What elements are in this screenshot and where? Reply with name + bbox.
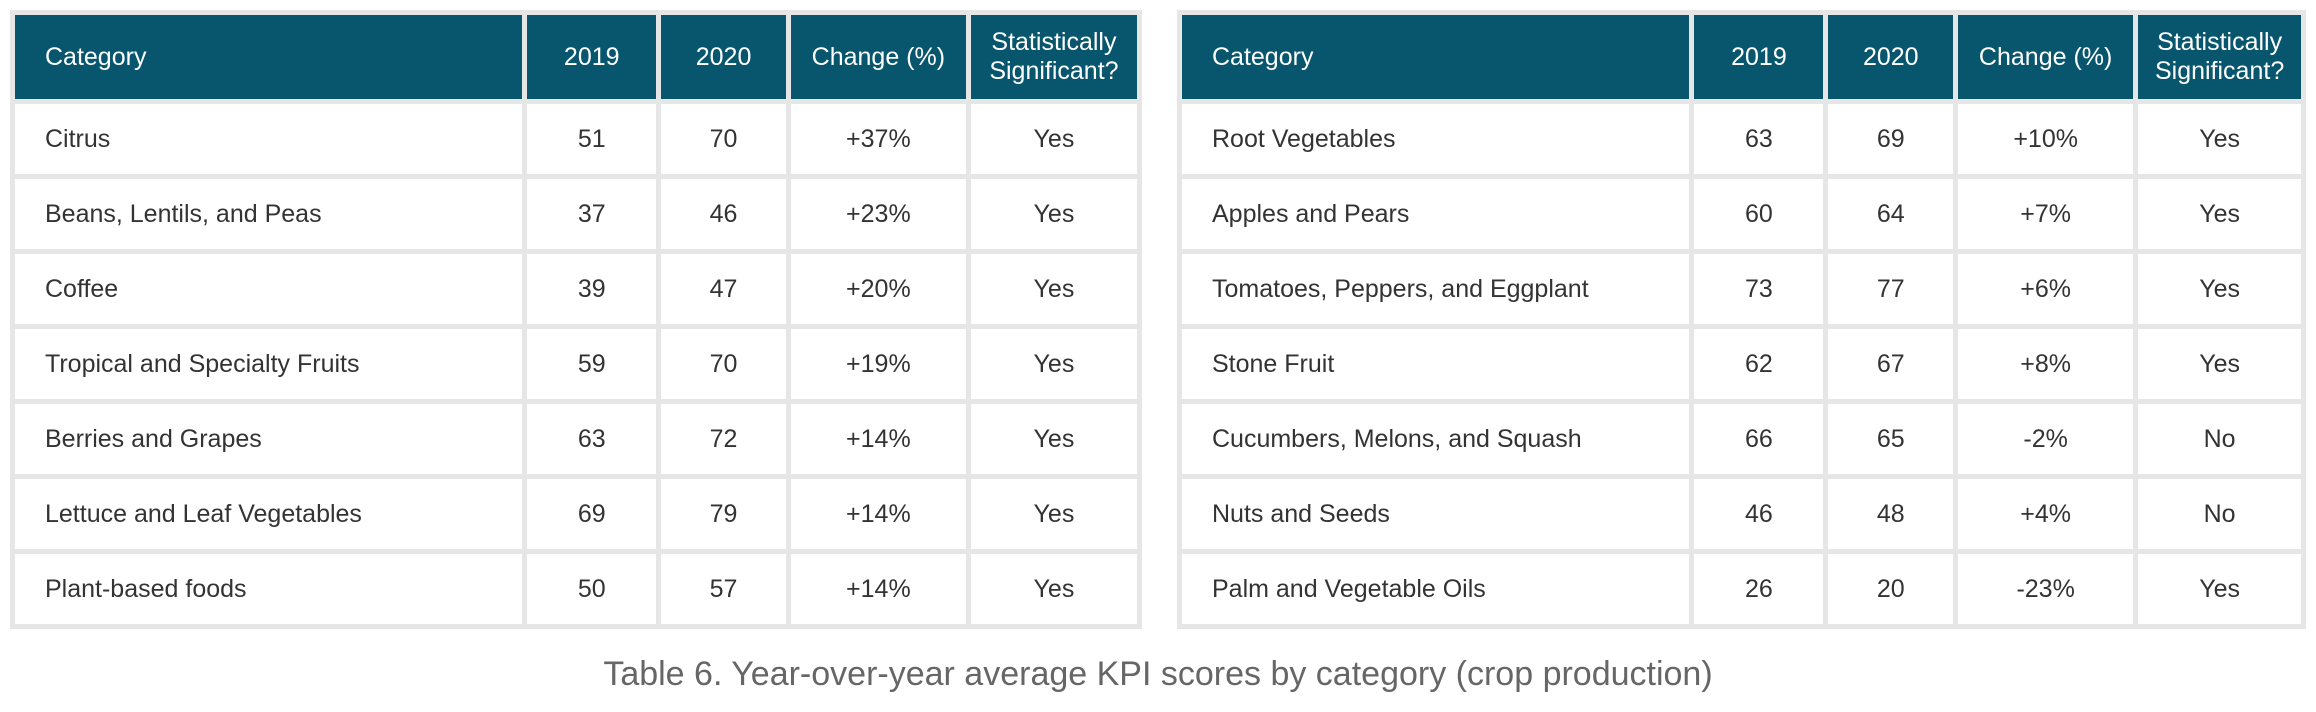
cell-category: Lettuce and Leaf Vegetables <box>15 479 523 549</box>
cell-change: +7% <box>1958 179 2134 249</box>
cell-change: +4% <box>1958 479 2134 549</box>
header-2019: 2019 <box>1694 15 1824 99</box>
cell-category: Plant-based foods <box>15 554 523 624</box>
cell-2020: 65 <box>1828 404 1954 474</box>
cell-2019: 39 <box>527 254 657 324</box>
table-row: Cucumbers, Melons, and Squash 66 65 -2% No <box>1182 404 2301 474</box>
table-row: Plant-based foods 50 57 +14% Yes <box>15 554 1137 624</box>
cell-2020: 46 <box>661 179 786 249</box>
cell-2019: 59 <box>527 329 657 399</box>
cell-2019: 46 <box>1694 479 1824 549</box>
cell-significant: No <box>2138 479 2301 549</box>
cell-change: +14% <box>790 554 966 624</box>
cell-category: Tropical and Specialty Fruits <box>15 329 523 399</box>
cell-change: +8% <box>1958 329 2134 399</box>
cell-significant: Yes <box>970 329 1137 399</box>
cell-2019: 51 <box>527 104 657 174</box>
cell-change: +37% <box>790 104 966 174</box>
header-2019: 2019 <box>527 15 657 99</box>
cell-2019: 69 <box>527 479 657 549</box>
cell-significant: Yes <box>2138 104 2301 174</box>
cell-change: +10% <box>1958 104 2134 174</box>
cell-category: Coffee <box>15 254 523 324</box>
cell-significant: Yes <box>2138 179 2301 249</box>
cell-category: Berries and Grapes <box>15 404 523 474</box>
cell-significant: Yes <box>2138 554 2301 624</box>
table-row: Beans, Lentils, and Peas 37 46 +23% Yes <box>15 179 1137 249</box>
cell-significant: Yes <box>970 179 1137 249</box>
cell-change: +14% <box>790 404 966 474</box>
table-row: Tomatoes, Peppers, and Eggplant 73 77 +6% Ye… <box>1182 254 2301 324</box>
cell-significant: Yes <box>970 254 1137 324</box>
table-row: Stone Fruit 62 67 +8% Yes <box>1182 329 2301 399</box>
cell-significant: Yes <box>970 479 1137 549</box>
table-header-row: Category 2019 2020 Change (%) Statistica… <box>15 15 1137 99</box>
cell-2019: 62 <box>1694 329 1824 399</box>
cell-change: +6% <box>1958 254 2134 324</box>
cell-2019: 50 <box>527 554 657 624</box>
cell-category: Nuts and Seeds <box>1182 479 1690 549</box>
cell-significant: Yes <box>2138 329 2301 399</box>
cell-2019: 37 <box>527 179 657 249</box>
cell-category: Palm and Vegetable Oils <box>1182 554 1690 624</box>
header-category: Category <box>15 15 523 99</box>
header-change: Change (%) <box>790 15 966 99</box>
table-caption: Table 6. Year-over-year average KPI scor… <box>603 655 1713 693</box>
header-category: Category <box>1182 15 1690 99</box>
table-row: Lettuce and Leaf Vegetables 69 79 +14% Yes <box>15 479 1137 549</box>
cell-2020: 48 <box>1828 479 1954 549</box>
cell-2019: 26 <box>1694 554 1824 624</box>
header-change: Change (%) <box>1958 15 2134 99</box>
header-significant: Statistically Significant? <box>2138 15 2301 99</box>
kpi-table-right: Category 2019 2020 Change (%) Statistica… <box>1177 10 2306 629</box>
kpi-table-left: Category 2019 2020 Change (%) Statistica… <box>10 10 1142 629</box>
cell-2019: 63 <box>527 404 657 474</box>
table-row: Root Vegetables 63 69 +10% Yes <box>1182 104 2301 174</box>
cell-2020: 70 <box>661 104 786 174</box>
header-2020: 2020 <box>1828 15 1954 99</box>
cell-2019: 66 <box>1694 404 1824 474</box>
cell-category: Root Vegetables <box>1182 104 1690 174</box>
table-row: Nuts and Seeds 46 48 +4% No <box>1182 479 2301 549</box>
cell-change: +19% <box>790 329 966 399</box>
cell-significant: Yes <box>2138 254 2301 324</box>
cell-category: Cucumbers, Melons, and Squash <box>1182 404 1690 474</box>
cell-category: Citrus <box>15 104 523 174</box>
cell-2020: 79 <box>661 479 786 549</box>
table-row: Citrus 51 70 +37% Yes <box>15 104 1137 174</box>
cell-2020: 67 <box>1828 329 1954 399</box>
table-row: Palm and Vegetable Oils 26 20 -23% Yes <box>1182 554 2301 624</box>
table-header-row: Category 2019 2020 Change (%) Statistica… <box>1182 15 2301 99</box>
cell-change: -2% <box>1958 404 2134 474</box>
cell-change: +23% <box>790 179 966 249</box>
cell-change: -23% <box>1958 554 2134 624</box>
cell-significant: Yes <box>970 404 1137 474</box>
cell-2020: 70 <box>661 329 786 399</box>
header-2020: 2020 <box>661 15 786 99</box>
cell-category: Stone Fruit <box>1182 329 1690 399</box>
table-row: Apples and Pears 60 64 +7% Yes <box>1182 179 2301 249</box>
cell-2019: 73 <box>1694 254 1824 324</box>
cell-significant: Yes <box>970 104 1137 174</box>
cell-category: Beans, Lentils, and Peas <box>15 179 523 249</box>
cell-2020: 47 <box>661 254 786 324</box>
cell-significant: Yes <box>970 554 1137 624</box>
cell-category: Apples and Pears <box>1182 179 1690 249</box>
header-significant: Statistically Significant? <box>970 15 1137 99</box>
table-row: Tropical and Specialty Fruits 59 70 +19% Yes <box>15 329 1137 399</box>
cell-2020: 64 <box>1828 179 1954 249</box>
cell-change: +14% <box>790 479 966 549</box>
cell-significant: No <box>2138 404 2301 474</box>
cell-2020: 69 <box>1828 104 1954 174</box>
cell-2020: 72 <box>661 404 786 474</box>
cell-2019: 60 <box>1694 179 1824 249</box>
cell-2020: 20 <box>1828 554 1954 624</box>
cell-change: +20% <box>790 254 966 324</box>
cell-2020: 57 <box>661 554 786 624</box>
table-row: Berries and Grapes 63 72 +14% Yes <box>15 404 1137 474</box>
cell-2020: 77 <box>1828 254 1954 324</box>
cell-2019: 63 <box>1694 104 1824 174</box>
cell-category: Tomatoes, Peppers, and Eggplant <box>1182 254 1690 324</box>
table-row: Coffee 39 47 +20% Yes <box>15 254 1137 324</box>
